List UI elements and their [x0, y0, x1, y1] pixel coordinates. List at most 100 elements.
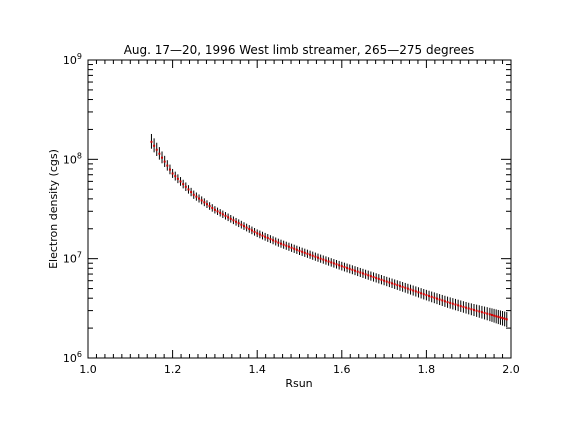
data-point	[240, 223, 243, 226]
data-point	[472, 308, 475, 311]
data-point	[420, 292, 423, 295]
data-point	[184, 185, 187, 188]
data-point	[295, 248, 298, 251]
data-point	[174, 175, 177, 178]
data-point	[361, 272, 364, 275]
data-point	[314, 255, 317, 258]
error-bars	[150, 133, 508, 328]
data-point	[324, 259, 327, 262]
data-point	[250, 229, 253, 232]
data-point	[235, 220, 238, 223]
data-point	[266, 236, 269, 239]
y-tick-exponent: 9	[77, 52, 82, 61]
data-point	[409, 288, 412, 291]
data-point	[245, 226, 248, 229]
x-tick-labels: 1.0 1.2 1.4 1.6 1.8 2.0	[79, 363, 520, 376]
data-point	[282, 243, 285, 246]
y-tick-label: 108	[63, 151, 82, 166]
data-point	[391, 282, 394, 285]
data-point	[401, 285, 404, 288]
data-point	[229, 217, 232, 220]
data-point	[232, 219, 235, 222]
data-point	[462, 305, 465, 308]
data-point	[261, 234, 264, 237]
data-point	[277, 241, 280, 244]
data-point	[237, 222, 240, 225]
data-point	[454, 303, 457, 306]
data-point	[340, 265, 343, 268]
data-point	[369, 275, 372, 278]
data-point	[208, 205, 211, 208]
data-point	[166, 164, 169, 167]
data-point	[224, 214, 227, 217]
data-point	[221, 213, 224, 216]
x-tick-label: 1.6	[333, 363, 351, 376]
data-point	[470, 308, 473, 311]
axis-ticks	[87, 59, 512, 359]
data-point	[195, 195, 198, 198]
data-point	[192, 193, 195, 196]
data-point	[459, 305, 462, 308]
data-point	[256, 232, 259, 235]
data-point	[354, 269, 357, 272]
data-point	[428, 294, 431, 297]
data-point	[274, 240, 277, 243]
data-point	[182, 183, 185, 186]
x-tick-label: 2.0	[502, 363, 520, 376]
data-point	[449, 301, 452, 304]
data-point	[356, 270, 359, 273]
data-point	[330, 261, 333, 264]
data-point	[359, 271, 362, 274]
data-point	[435, 297, 438, 300]
data-point	[187, 188, 190, 191]
data-point	[480, 311, 483, 314]
data-point	[451, 302, 454, 305]
data-point	[493, 314, 496, 317]
data-point	[298, 249, 301, 252]
data-point	[338, 264, 341, 267]
data-point	[422, 293, 425, 296]
data-point	[227, 216, 230, 219]
plot-frame	[87, 59, 512, 359]
data-point	[388, 281, 391, 284]
data-point	[393, 283, 396, 286]
data-point	[293, 247, 296, 250]
data-point	[279, 242, 282, 245]
data-point	[168, 168, 171, 171]
data-point	[443, 300, 446, 303]
data-point	[219, 211, 222, 214]
x-tick-label: 1.0	[79, 363, 97, 376]
data-point	[258, 233, 261, 236]
data-point	[430, 295, 433, 298]
data-point	[438, 298, 441, 301]
data-point	[176, 177, 179, 180]
data-point	[505, 318, 508, 321]
data-point	[290, 246, 293, 249]
data-point	[478, 310, 481, 313]
data-point	[488, 313, 491, 316]
data-point	[198, 197, 201, 200]
x-axis-label: Rsun	[285, 377, 312, 390]
data-point	[495, 315, 498, 318]
data-point	[375, 276, 378, 279]
data-point	[203, 201, 206, 204]
data-point	[213, 208, 216, 211]
data-point	[272, 239, 275, 242]
y-tick-base: 10	[63, 54, 77, 67]
data-point	[377, 277, 380, 280]
data-point	[348, 267, 351, 270]
data-point	[317, 256, 320, 259]
data-point	[242, 225, 245, 228]
data-point	[396, 284, 399, 287]
data-point	[216, 210, 219, 213]
data-point	[319, 257, 322, 260]
data-point	[190, 191, 193, 194]
data-point	[179, 180, 182, 183]
data-point	[425, 294, 428, 297]
data-point	[486, 312, 489, 315]
data-points	[150, 140, 508, 321]
data-point	[385, 280, 388, 283]
x-tick-label: 1.4	[248, 363, 266, 376]
